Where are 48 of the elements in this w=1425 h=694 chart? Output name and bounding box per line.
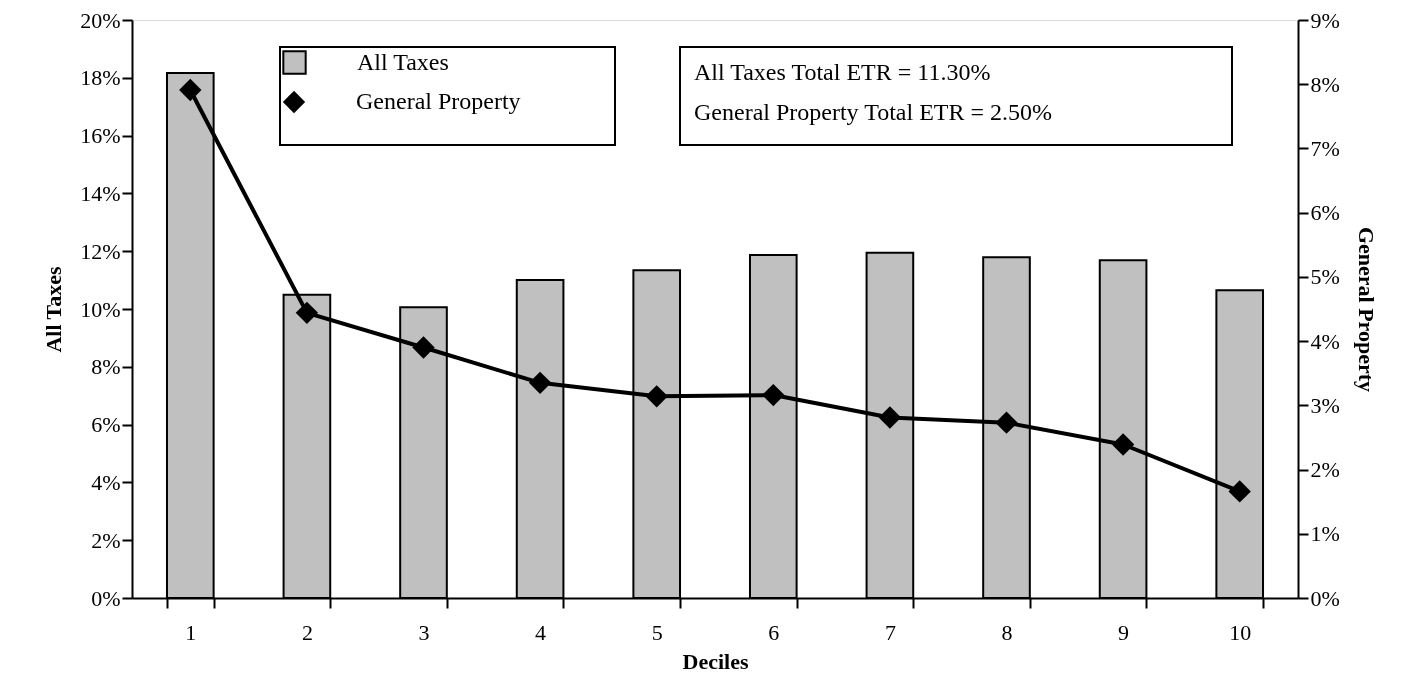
annotation: All Taxes Total ETR = 11.30% xyxy=(694,59,991,85)
point xyxy=(179,78,202,102)
y-tick-label: 16% xyxy=(80,123,121,149)
x-tick-label: 1 xyxy=(185,619,197,645)
point xyxy=(295,301,319,325)
y-tick-label: 4% xyxy=(91,469,121,495)
y2-tick-label: 6% xyxy=(1310,200,1340,226)
x-tick-label: 4 xyxy=(535,619,547,645)
x-tick-label: 8 xyxy=(1001,619,1013,645)
point xyxy=(995,411,1018,434)
legend-label: All Taxes xyxy=(357,48,449,75)
x-axis-title: Deciles xyxy=(682,648,749,674)
point xyxy=(645,385,668,408)
y2-tick-label: 2% xyxy=(1310,457,1340,483)
x-tick-label: 7 xyxy=(884,619,896,645)
y-tick-label: 12% xyxy=(80,238,121,264)
y2-tick-label: 0% xyxy=(1310,585,1340,611)
x-tick-label: 3 xyxy=(418,619,430,645)
y2-axis-title: General Property xyxy=(1353,226,1379,393)
point xyxy=(1111,433,1135,456)
y-tick-label: 6% xyxy=(91,412,121,438)
point xyxy=(528,371,552,395)
annotation: General Property Total ETR = 2.50% xyxy=(694,99,1052,125)
y2-tick-label: 9% xyxy=(1310,7,1340,33)
y2-tick-label: 5% xyxy=(1310,264,1340,290)
point xyxy=(1228,480,1251,503)
x-tick-label: 2 xyxy=(301,619,313,645)
y-tick-label: 20% xyxy=(80,7,121,33)
y-tick-label: 14% xyxy=(80,180,121,206)
y-tick-label: 8% xyxy=(91,354,121,380)
x-tick-label: 6 xyxy=(768,619,780,645)
y-tick-label: 18% xyxy=(80,65,121,91)
point xyxy=(762,383,785,407)
y-tick-label: 2% xyxy=(91,527,121,553)
x-tick-label: 10 xyxy=(1229,619,1252,645)
x-tick-label: 5 xyxy=(651,619,663,645)
y2-tick-label: 8% xyxy=(1310,71,1340,97)
y2-tick-label: 4% xyxy=(1310,328,1340,354)
y-tick-label: 10% xyxy=(80,296,121,322)
point xyxy=(412,336,435,359)
y2-tick-label: 3% xyxy=(1310,392,1340,418)
legend-label: General Property xyxy=(356,88,521,114)
y2-tick-label: 7% xyxy=(1310,135,1340,161)
x-tick-label: 9 xyxy=(1118,619,1130,645)
y-tick-label: 0% xyxy=(91,585,121,611)
point xyxy=(878,406,902,429)
y-axis-title: All Taxes xyxy=(41,265,67,353)
y2-tick-label: 1% xyxy=(1310,521,1340,547)
